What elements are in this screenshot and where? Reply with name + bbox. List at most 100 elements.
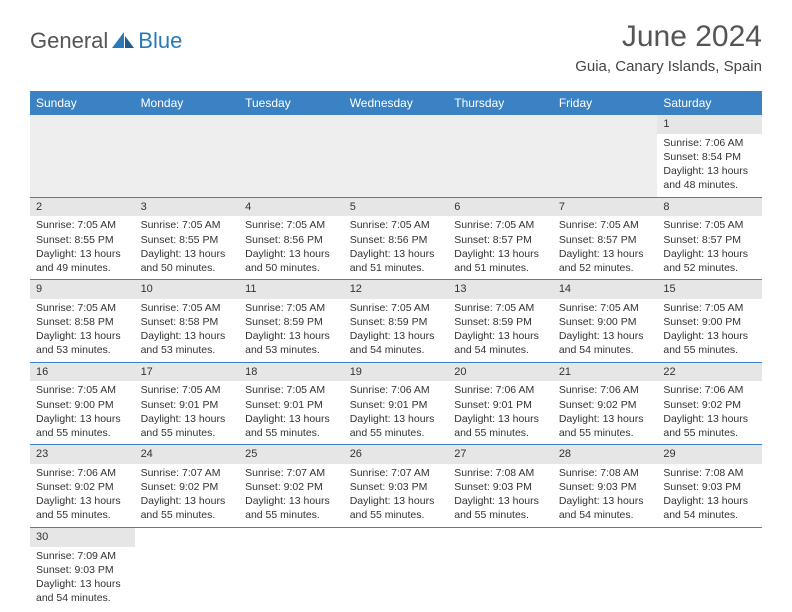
calendar-row: 2Sunrise: 7:05 AMSunset: 8:55 PMDaylight… bbox=[30, 197, 762, 280]
daylight-line: Daylight: 13 hours and 55 minutes. bbox=[454, 494, 547, 522]
day-content: Sunrise: 7:05 AMSunset: 8:57 PMDaylight:… bbox=[553, 216, 658, 279]
daylight-line: Daylight: 13 hours and 51 minutes. bbox=[350, 247, 443, 275]
sunrise-line: Sunrise: 7:05 AM bbox=[245, 301, 338, 315]
sunrise-line: Sunrise: 7:08 AM bbox=[663, 466, 756, 480]
day-content: Sunrise: 7:05 AMSunset: 8:55 PMDaylight:… bbox=[30, 216, 135, 279]
daylight-line: Daylight: 13 hours and 54 minutes. bbox=[350, 329, 443, 357]
daylight-line: Daylight: 13 hours and 53 minutes. bbox=[141, 329, 234, 357]
sunrise-line: Sunrise: 7:07 AM bbox=[245, 466, 338, 480]
day-number: 21 bbox=[553, 363, 658, 382]
daylight-line: Daylight: 13 hours and 55 minutes. bbox=[350, 412, 443, 440]
calendar-cell: 30Sunrise: 7:09 AMSunset: 9:03 PMDayligh… bbox=[30, 527, 135, 609]
sunrise-line: Sunrise: 7:05 AM bbox=[663, 301, 756, 315]
sunset-line: Sunset: 8:55 PM bbox=[36, 233, 129, 247]
day-content: Sunrise: 7:06 AMSunset: 8:54 PMDaylight:… bbox=[657, 134, 762, 197]
day-number: 2 bbox=[30, 198, 135, 217]
calendar-cell bbox=[448, 115, 553, 197]
calendar-cell: 11Sunrise: 7:05 AMSunset: 8:59 PMDayligh… bbox=[239, 280, 344, 363]
sunrise-line: Sunrise: 7:06 AM bbox=[663, 136, 756, 150]
sunrise-line: Sunrise: 7:06 AM bbox=[559, 383, 652, 397]
day-number: 7 bbox=[553, 198, 658, 217]
calendar-cell bbox=[239, 527, 344, 609]
calendar-cell: 24Sunrise: 7:07 AMSunset: 9:02 PMDayligh… bbox=[135, 445, 240, 528]
sunset-line: Sunset: 9:02 PM bbox=[141, 480, 234, 494]
daylight-line: Daylight: 13 hours and 51 minutes. bbox=[454, 247, 547, 275]
sunrise-line: Sunrise: 7:05 AM bbox=[454, 218, 547, 232]
daylight-line: Daylight: 13 hours and 55 minutes. bbox=[454, 412, 547, 440]
daylight-line: Daylight: 13 hours and 55 minutes. bbox=[36, 494, 129, 522]
calendar-cell: 29Sunrise: 7:08 AMSunset: 9:03 PMDayligh… bbox=[657, 445, 762, 528]
sunset-line: Sunset: 8:56 PM bbox=[350, 233, 443, 247]
calendar-cell: 6Sunrise: 7:05 AMSunset: 8:57 PMDaylight… bbox=[448, 197, 553, 280]
calendar-cell: 4Sunrise: 7:05 AMSunset: 8:56 PMDaylight… bbox=[239, 197, 344, 280]
day-content: Sunrise: 7:07 AMSunset: 9:03 PMDaylight:… bbox=[344, 464, 449, 527]
calendar-cell: 13Sunrise: 7:05 AMSunset: 8:59 PMDayligh… bbox=[448, 280, 553, 363]
sunset-line: Sunset: 8:55 PM bbox=[141, 233, 234, 247]
sunrise-line: Sunrise: 7:05 AM bbox=[141, 301, 234, 315]
daylight-line: Daylight: 13 hours and 55 minutes. bbox=[36, 412, 129, 440]
day-content: Sunrise: 7:05 AMSunset: 9:01 PMDaylight:… bbox=[239, 381, 344, 444]
calendar-row: 23Sunrise: 7:06 AMSunset: 9:02 PMDayligh… bbox=[30, 445, 762, 528]
daylight-line: Daylight: 13 hours and 53 minutes. bbox=[245, 329, 338, 357]
day-number: 20 bbox=[448, 363, 553, 382]
daylight-line: Daylight: 13 hours and 54 minutes. bbox=[454, 329, 547, 357]
day-content: Sunrise: 7:08 AMSunset: 9:03 PMDaylight:… bbox=[657, 464, 762, 527]
day-number: 25 bbox=[239, 445, 344, 464]
calendar-cell bbox=[344, 115, 449, 197]
day-number: 11 bbox=[239, 280, 344, 299]
calendar-table: SundayMondayTuesdayWednesdayThursdayFrid… bbox=[30, 91, 762, 609]
calendar-cell: 9Sunrise: 7:05 AMSunset: 8:58 PMDaylight… bbox=[30, 280, 135, 363]
calendar-cell: 23Sunrise: 7:06 AMSunset: 9:02 PMDayligh… bbox=[30, 445, 135, 528]
sunrise-line: Sunrise: 7:05 AM bbox=[559, 218, 652, 232]
day-header: Friday bbox=[553, 91, 658, 115]
day-number: 26 bbox=[344, 445, 449, 464]
day-content: Sunrise: 7:05 AMSunset: 8:57 PMDaylight:… bbox=[448, 216, 553, 279]
day-content: Sunrise: 7:05 AMSunset: 8:57 PMDaylight:… bbox=[657, 216, 762, 279]
day-content: Sunrise: 7:05 AMSunset: 8:59 PMDaylight:… bbox=[239, 299, 344, 362]
month-title: June 2024 bbox=[575, 20, 762, 54]
sunrise-line: Sunrise: 7:08 AM bbox=[454, 466, 547, 480]
calendar-cell: 26Sunrise: 7:07 AMSunset: 9:03 PMDayligh… bbox=[344, 445, 449, 528]
calendar-cell: 28Sunrise: 7:08 AMSunset: 9:03 PMDayligh… bbox=[553, 445, 658, 528]
sunrise-line: Sunrise: 7:06 AM bbox=[663, 383, 756, 397]
calendar-cell: 2Sunrise: 7:05 AMSunset: 8:55 PMDaylight… bbox=[30, 197, 135, 280]
day-content: Sunrise: 7:05 AMSunset: 8:59 PMDaylight:… bbox=[344, 299, 449, 362]
daylight-line: Daylight: 13 hours and 54 minutes. bbox=[663, 494, 756, 522]
sunrise-line: Sunrise: 7:05 AM bbox=[36, 383, 129, 397]
day-content: Sunrise: 7:08 AMSunset: 9:03 PMDaylight:… bbox=[448, 464, 553, 527]
sunset-line: Sunset: 8:58 PM bbox=[141, 315, 234, 329]
day-content: Sunrise: 7:06 AMSunset: 9:01 PMDaylight:… bbox=[448, 381, 553, 444]
sunset-line: Sunset: 9:00 PM bbox=[663, 315, 756, 329]
sunrise-line: Sunrise: 7:09 AM bbox=[36, 549, 129, 563]
day-number: 3 bbox=[135, 198, 240, 217]
sail-icon bbox=[110, 30, 136, 53]
sunrise-line: Sunrise: 7:05 AM bbox=[245, 383, 338, 397]
sunrise-line: Sunrise: 7:05 AM bbox=[559, 301, 652, 315]
day-number: 4 bbox=[239, 198, 344, 217]
calendar-cell: 25Sunrise: 7:07 AMSunset: 9:02 PMDayligh… bbox=[239, 445, 344, 528]
sunrise-line: Sunrise: 7:05 AM bbox=[141, 218, 234, 232]
day-number: 13 bbox=[448, 280, 553, 299]
day-content: Sunrise: 7:06 AMSunset: 9:02 PMDaylight:… bbox=[553, 381, 658, 444]
calendar-cell: 21Sunrise: 7:06 AMSunset: 9:02 PMDayligh… bbox=[553, 362, 658, 445]
day-content: Sunrise: 7:06 AMSunset: 9:01 PMDaylight:… bbox=[344, 381, 449, 444]
day-number: 28 bbox=[553, 445, 658, 464]
sunrise-line: Sunrise: 7:05 AM bbox=[350, 218, 443, 232]
calendar-cell: 12Sunrise: 7:05 AMSunset: 8:59 PMDayligh… bbox=[344, 280, 449, 363]
day-number: 15 bbox=[657, 280, 762, 299]
sunrise-line: Sunrise: 7:05 AM bbox=[663, 218, 756, 232]
sunrise-line: Sunrise: 7:06 AM bbox=[350, 383, 443, 397]
day-number: 1 bbox=[657, 115, 762, 134]
calendar-cell bbox=[135, 527, 240, 609]
day-header: Sunday bbox=[30, 91, 135, 115]
day-header: Wednesday bbox=[344, 91, 449, 115]
sunset-line: Sunset: 9:03 PM bbox=[350, 480, 443, 494]
sunrise-line: Sunrise: 7:06 AM bbox=[36, 466, 129, 480]
day-content: Sunrise: 7:05 AMSunset: 8:58 PMDaylight:… bbox=[135, 299, 240, 362]
calendar-cell: 19Sunrise: 7:06 AMSunset: 9:01 PMDayligh… bbox=[344, 362, 449, 445]
day-content: Sunrise: 7:05 AMSunset: 9:00 PMDaylight:… bbox=[30, 381, 135, 444]
day-number: 8 bbox=[657, 198, 762, 217]
daylight-line: Daylight: 13 hours and 54 minutes. bbox=[36, 577, 129, 605]
day-number: 5 bbox=[344, 198, 449, 217]
daylight-line: Daylight: 13 hours and 50 minutes. bbox=[245, 247, 338, 275]
